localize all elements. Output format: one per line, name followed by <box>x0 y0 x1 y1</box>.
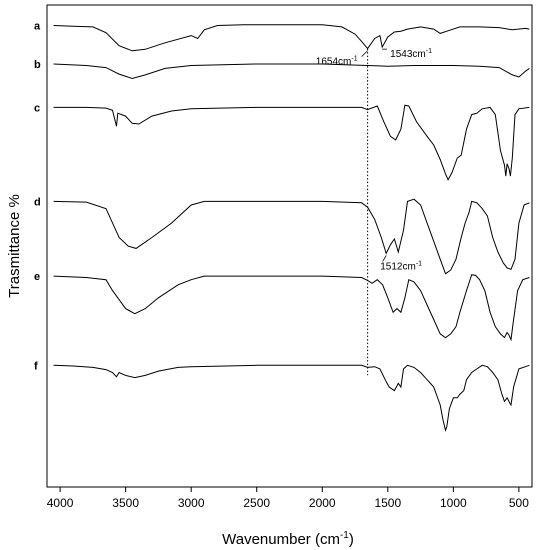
peak-annotation: 1512cm-1 <box>380 260 422 272</box>
x-tick-label: 4000 <box>47 496 74 510</box>
x-axis-title-sup: -1 <box>340 530 349 541</box>
series-label-e: e <box>34 271 40 283</box>
spectrum-line-d <box>53 198 530 275</box>
peak-annotations: 1654cm-1 1543cm-1 1512cm-1 <box>316 48 432 272</box>
series-label-f: f <box>34 360 38 372</box>
spectra: a b c d e f <box>34 20 530 433</box>
x-tick-label: 2500 <box>243 496 270 510</box>
series-label-b: b <box>34 59 41 71</box>
series-label-d: d <box>34 196 41 208</box>
peak-annotation: 1543cm-1 <box>390 48 432 60</box>
y-axis-title: Trasmittance % <box>6 194 23 298</box>
x-axis-title-tail: ) <box>349 531 354 548</box>
spectrum-line-b <box>53 63 530 80</box>
x-tick-label: 500 <box>509 496 529 510</box>
x-tick-label: 2000 <box>309 496 336 510</box>
spectrum-line-a <box>53 24 530 52</box>
series-label-a: a <box>34 20 41 32</box>
series-label-c: c <box>34 102 40 114</box>
plot-frame <box>46 4 533 488</box>
spectrum-line-c <box>53 104 530 181</box>
spectrum-line-f <box>53 364 530 433</box>
x-axis-title-main: Wavenumber (cm <box>222 531 340 548</box>
annotation-leader <box>361 50 368 57</box>
x-tick-label: 3500 <box>112 496 139 510</box>
spectrum-line-e <box>53 274 530 342</box>
x-axis-ticks: 4000 3500 3000 2500 2000 1500 1000 500 <box>47 487 529 510</box>
annotation-leader <box>382 255 387 262</box>
peak-annotation: 1654cm-1 <box>316 56 358 68</box>
x-tick-label: 3000 <box>178 496 205 510</box>
x-tick-label: 1500 <box>374 496 401 510</box>
x-tick-label: 1000 <box>440 496 467 510</box>
x-axis-title: Wavenumber (cm-1) <box>222 530 354 548</box>
